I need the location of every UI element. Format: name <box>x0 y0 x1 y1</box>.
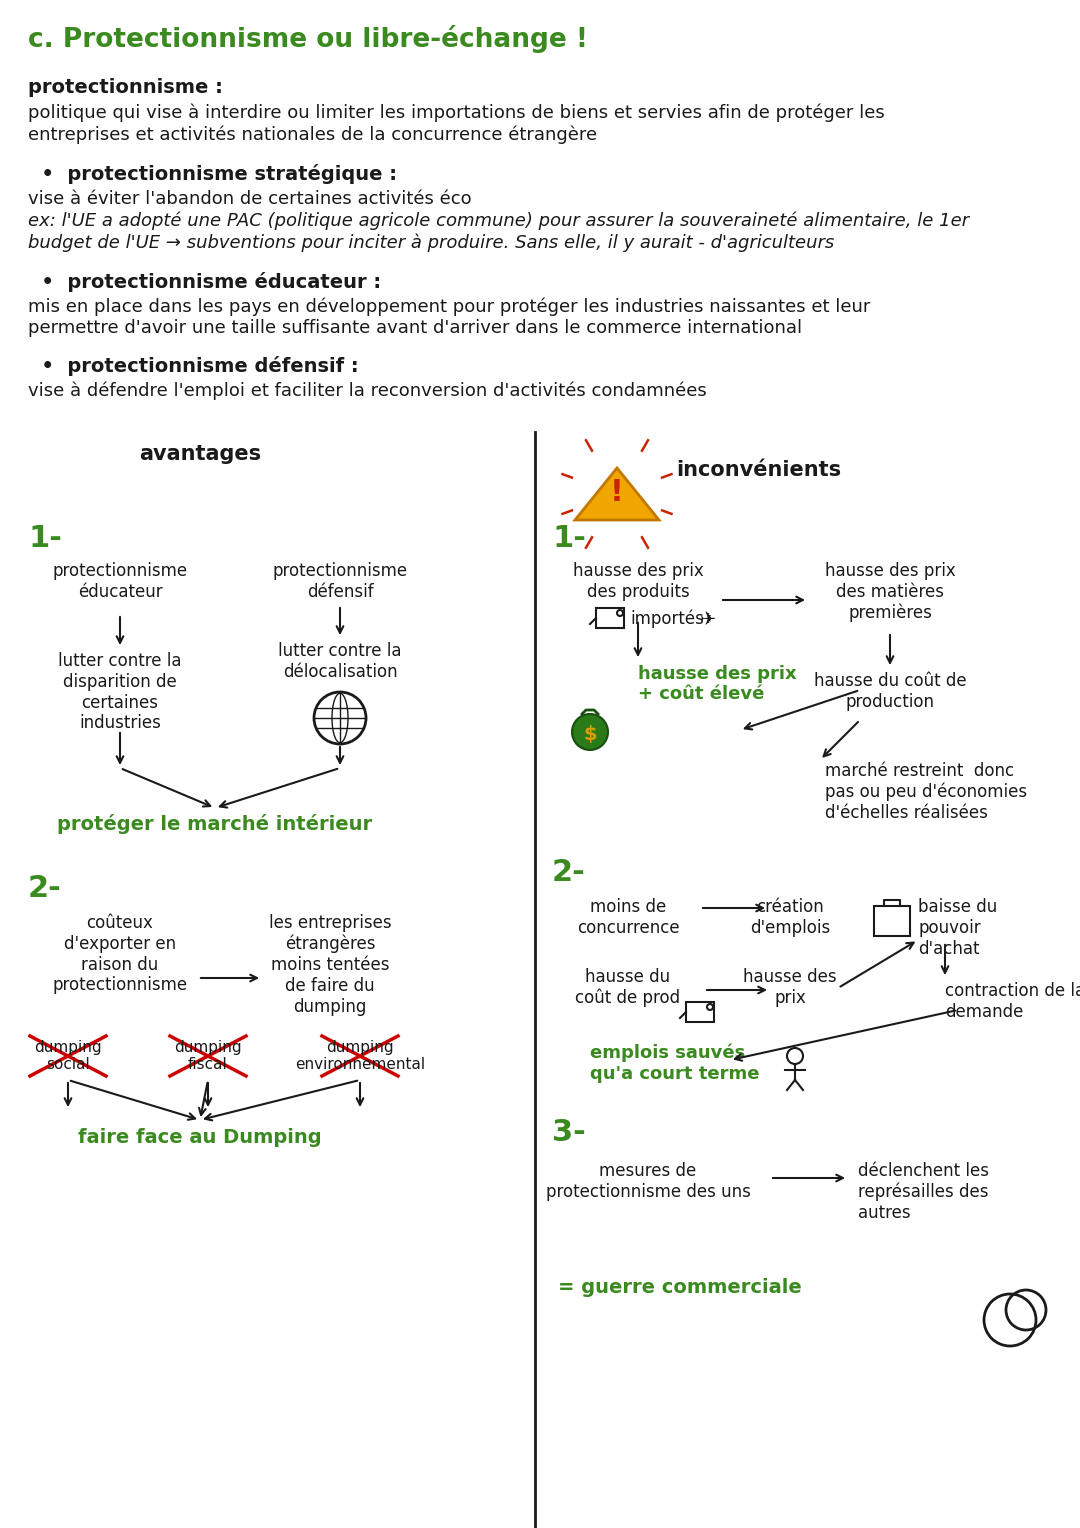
Text: les entreprises
étrangères
moins tentées
de faire du
dumping: les entreprises étrangères moins tentées… <box>269 914 391 1016</box>
Text: mesures de
protectionnisme des uns: mesures de protectionnisme des uns <box>545 1161 751 1201</box>
Text: •  protectionnisme défensif :: • protectionnisme défensif : <box>28 356 359 376</box>
Bar <box>596 608 624 628</box>
Text: marché restreint  donc
pas ou peu d'économies
d'échelles réalisées: marché restreint donc pas ou peu d'écono… <box>825 762 1027 822</box>
Text: inconvénients: inconvénients <box>676 460 841 480</box>
Text: = guerre commerciale: = guerre commerciale <box>558 1277 801 1297</box>
Text: protectionnisme
défensif: protectionnisme défensif <box>272 562 407 601</box>
Text: 3-: 3- <box>552 1118 585 1148</box>
Text: création
d'emplois: création d'emplois <box>750 898 831 937</box>
Text: lutter contre la
délocalisation: lutter contre la délocalisation <box>279 642 402 681</box>
Text: hausse des prix: hausse des prix <box>638 665 797 683</box>
Text: coûteux
d'exporter en
raison du
protectionnisme: coûteux d'exporter en raison du protecti… <box>53 914 188 995</box>
Text: importés: importés <box>630 610 704 628</box>
Text: hausse du coût de
production: hausse du coût de production <box>813 672 967 711</box>
Text: protectionnisme :: protectionnisme : <box>28 78 222 96</box>
Bar <box>686 1002 714 1022</box>
Polygon shape <box>575 468 659 520</box>
Text: hausse des prix
des produits: hausse des prix des produits <box>572 562 703 601</box>
Text: moins de
concurrence: moins de concurrence <box>577 898 679 937</box>
Text: avantages: avantages <box>139 445 261 465</box>
Text: protectionnisme
éducateur: protectionnisme éducateur <box>53 562 188 601</box>
Bar <box>874 906 910 937</box>
Text: •  protectionnisme éducateur :: • protectionnisme éducateur : <box>28 272 381 292</box>
Text: •  protectionnisme stratégique :: • protectionnisme stratégique : <box>28 163 397 183</box>
Text: baisse du
pouvoir
d'achat: baisse du pouvoir d'achat <box>918 898 997 958</box>
Text: contraction de la
demande: contraction de la demande <box>945 983 1080 1021</box>
Text: hausse des prix
des matières
premières: hausse des prix des matières premières <box>825 562 956 622</box>
Text: mis en place dans les pays en développement pour protéger les industries naissan: mis en place dans les pays en développem… <box>28 298 870 338</box>
Text: 1-: 1- <box>552 524 585 553</box>
Text: dumping
environnemental: dumping environnemental <box>295 1041 426 1073</box>
Circle shape <box>572 714 608 750</box>
Text: hausse du
coût de prod: hausse du coût de prod <box>576 969 680 1007</box>
Text: !: ! <box>610 478 624 507</box>
Text: vise à défendre l'emploi et faciliter la reconversion d'activités condamnées: vise à défendre l'emploi et faciliter la… <box>28 382 706 400</box>
Text: déclenchent les
représailles des
autres: déclenchent les représailles des autres <box>858 1161 989 1222</box>
Text: 1-: 1- <box>28 524 62 553</box>
Text: 2-: 2- <box>28 874 62 903</box>
Text: dumping
fiscal: dumping fiscal <box>174 1041 242 1073</box>
Text: emplois sauvés
qu'a court terme: emplois sauvés qu'a court terme <box>590 1044 759 1083</box>
Text: vise à éviter l'abandon de certaines activités éco: vise à éviter l'abandon de certaines act… <box>28 189 472 208</box>
Text: dumping
social: dumping social <box>35 1041 102 1073</box>
Text: politique qui vise à interdire ou limiter les importations de biens et servies a: politique qui vise à interdire ou limite… <box>28 104 885 144</box>
Text: + coût élevé: + coût élevé <box>638 685 765 703</box>
Text: ✈: ✈ <box>700 610 716 630</box>
Text: hausse des
prix: hausse des prix <box>743 969 837 1007</box>
Text: ex: l'UE a adopté une PAC (politique agricole commune) pour assurer la souverain: ex: l'UE a adopté une PAC (politique agr… <box>28 212 969 252</box>
Text: c. Protectionnisme ou libre-échange !: c. Protectionnisme ou libre-échange ! <box>28 24 588 53</box>
Text: faire face au Dumping: faire face au Dumping <box>78 1128 322 1148</box>
Text: protéger le marché intérieur: protéger le marché intérieur <box>57 814 373 834</box>
Text: 2-: 2- <box>552 859 585 886</box>
Text: $: $ <box>583 724 597 744</box>
Text: lutter contre la
disparition de
certaines
industries: lutter contre la disparition de certaine… <box>58 652 181 732</box>
